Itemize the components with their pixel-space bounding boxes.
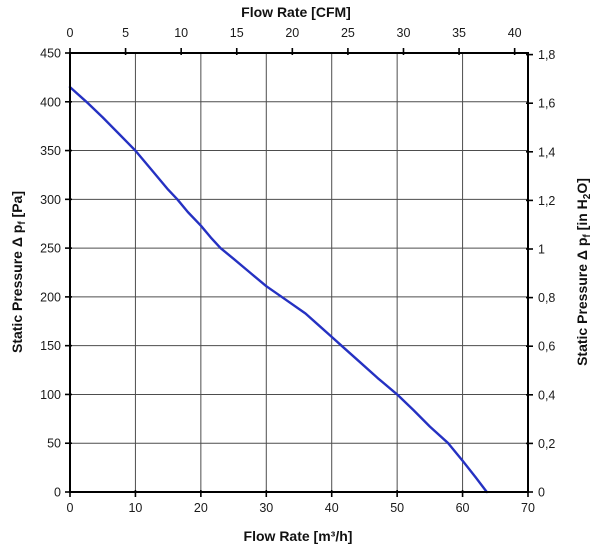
left-tick-label: 400 (40, 95, 61, 109)
axis-layer (65, 48, 533, 497)
right-tick-label: 0,6 (538, 340, 555, 354)
grid-layer (70, 53, 528, 492)
left-axis-title: Static Pressure Δ pf [Pa] (9, 191, 28, 353)
tick-label-layer: 0 5 10 15 20 25 30 35 400 10 20 30 40 50 60 70450400350… (40, 26, 555, 515)
left-tick-label: 0 (54, 486, 61, 500)
static-pressure-curve (68, 85, 488, 494)
left-tick-label: 50 (47, 437, 61, 451)
bottom-tick-label: 50 (390, 501, 404, 515)
series-layer (68, 85, 488, 494)
bottom-tick-label: 20 (194, 501, 208, 515)
right-axis-title-text: Static Pressure Δ p (574, 238, 590, 366)
right-axis-title: Static Pressure Δ pf [in H2O] (574, 178, 593, 366)
right-tick-label: 0 (538, 486, 545, 500)
left-tick-label: 100 (40, 388, 61, 402)
bottom-tick-label: 60 (456, 501, 470, 515)
right-tick-label: 0,4 (538, 388, 555, 402)
top-axis-title: Flow Rate [CFM] (241, 4, 351, 20)
right-axis-title-unit-open: [in H (574, 199, 590, 234)
left-tick-label: 300 (40, 193, 61, 207)
top-tick-label: 20 (285, 26, 299, 40)
bottom-tick-label: 70 (521, 501, 535, 515)
bottom-tick-label: 40 (325, 501, 339, 515)
right-axis-title-unit-close: O] (574, 178, 590, 194)
right-tick-label: 0,2 (538, 437, 555, 451)
top-tick-label: 40 (508, 26, 522, 40)
top-tick-label: 25 (341, 26, 355, 40)
bottom-tick-label: 30 (259, 501, 273, 515)
left-tick-label: 350 (40, 144, 61, 158)
right-tick-label: 1 (538, 242, 545, 256)
right-tick-label: 1,4 (538, 145, 555, 159)
top-tick-label: 15 (230, 26, 244, 40)
top-tick-label: 10 (174, 26, 188, 40)
bottom-tick-label: 0 (67, 501, 74, 515)
top-tick-label: 30 (397, 26, 411, 40)
left-tick-label: 250 (40, 242, 61, 256)
top-tick-label: 5 (122, 26, 129, 40)
left-axis-title-text: Static Pressure Δ p (9, 225, 25, 353)
top-tick-label: 35 (452, 26, 466, 40)
left-tick-label: 450 (40, 47, 61, 61)
left-axis-title-subscript: f (17, 221, 28, 225)
right-axis-title-unit-subscript: 2 (582, 193, 593, 199)
plot-border (69, 52, 529, 493)
right-tick-label: 1,8 (538, 48, 555, 62)
left-axis-title-unit: [Pa] (9, 191, 25, 221)
right-tick-label: 0,8 (538, 291, 555, 305)
left-tick-label: 150 (40, 339, 61, 353)
right-axis-title-subscript: f (582, 234, 593, 238)
top-tick-label: 0 (67, 26, 74, 40)
right-tick-label: 1,6 (538, 97, 555, 111)
left-tick-label: 200 (40, 290, 61, 304)
bottom-axis-title: Flow Rate [m³/h] (244, 528, 353, 544)
bottom-tick-label: 10 (128, 501, 142, 515)
right-tick-label: 1,2 (538, 194, 555, 208)
